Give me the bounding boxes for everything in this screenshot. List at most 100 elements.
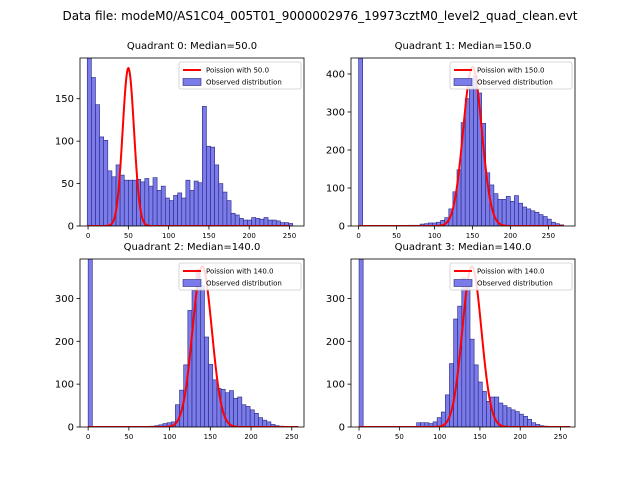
y-tick-label: 300: [55, 294, 74, 305]
histogram-bar: [263, 217, 269, 226]
histogram-bar: [144, 178, 150, 226]
legend: Poission with 140.0 Observed distribution: [449, 262, 573, 291]
histogram-bar: [222, 191, 228, 226]
histogram-bar: [197, 182, 203, 226]
y-tick-label: 100: [55, 137, 74, 148]
legend-bar-swatch: [182, 78, 202, 86]
histogram-bar: [156, 190, 162, 226]
histogram-bar: [526, 208, 532, 226]
histogram-bar: [542, 216, 548, 226]
y-tick-label: 200: [326, 337, 345, 348]
x-tick-label: 250: [542, 232, 555, 240]
histogram-bar: [132, 179, 137, 226]
histogram-bar: [510, 409, 516, 427]
y-tick-label: 0: [339, 222, 345, 233]
histogram-bar: [128, 179, 133, 226]
histogram-bar: [169, 200, 174, 226]
histogram-bar: [230, 212, 236, 226]
histogram-bar: [160, 185, 166, 226]
y-tick-label: 100: [326, 183, 345, 194]
histogram-bar: [238, 218, 244, 226]
axes-frame: [350, 57, 576, 227]
legend-box: [178, 262, 302, 291]
histogram-bar: [148, 185, 154, 226]
x-tick-label: 0: [86, 433, 90, 441]
histogram-bar: [103, 140, 109, 226]
axes-frame: [79, 57, 305, 227]
x-tick-label: 250: [283, 232, 296, 240]
histogram-bar: [206, 145, 211, 226]
x-tick-label: 50: [124, 232, 133, 240]
histogram-bar: [510, 200, 515, 226]
x-tick-label: 100: [163, 433, 176, 441]
histogram-bar: [251, 217, 257, 226]
y-tick-label: 300: [326, 294, 345, 305]
histogram-bar: [210, 146, 215, 226]
poisson-fit-line: [358, 66, 564, 226]
histogram-bar: [200, 285, 205, 427]
histogram-bar: [506, 407, 512, 427]
histogram-bar: [241, 404, 247, 427]
y-tick-label: 100: [326, 380, 345, 391]
histogram-bar: [204, 336, 209, 427]
histogram-bar: [469, 338, 475, 427]
histogram-bar: [534, 212, 540, 226]
histogram-bar: [538, 214, 544, 226]
histogram-bar: [202, 106, 207, 226]
histogram-bar: [237, 396, 243, 427]
histogram-bar: [119, 174, 125, 226]
x-tick-label: 200: [244, 433, 257, 441]
histogram-bar: [473, 75, 478, 226]
y-tick-label: 50: [61, 179, 74, 190]
histogram-bar: [254, 412, 259, 427]
histogram-bar: [95, 104, 100, 226]
x-tick-label: 0: [357, 433, 361, 441]
legend-label: Observed distribution: [477, 280, 553, 288]
histogram-bar: [255, 218, 261, 226]
legend-label: Observed distribution: [206, 280, 282, 288]
histogram-bar: [165, 197, 170, 226]
axes-frame: [350, 258, 576, 428]
histogram-bar: [181, 197, 187, 226]
histogram-bar: [514, 411, 520, 427]
histogram-bar: [193, 180, 199, 226]
x-tick-label: 0: [356, 232, 360, 240]
histogram-bar: [501, 199, 507, 226]
legend: Poission with 140.0 Observed distribution: [178, 262, 302, 291]
legend-label: Poission with 150.0: [477, 67, 545, 75]
histogram-bar: [523, 415, 528, 427]
histogram-bar: [91, 77, 96, 226]
legend-bar-swatch: [182, 279, 202, 287]
y-tick-label: 150: [55, 94, 74, 105]
y-tick-label: 0: [339, 423, 345, 434]
legend-box: [449, 262, 573, 291]
legend-bar-swatch: [453, 78, 473, 86]
histogram-bar: [245, 406, 251, 427]
legend-label: Observed distribution: [477, 79, 553, 87]
histogram-bar: [477, 381, 483, 427]
histogram-bar: [212, 379, 218, 427]
histogram-bar: [229, 390, 234, 427]
histogram-bar: [123, 179, 129, 226]
axes-frame: [79, 258, 305, 428]
figure-title: Data file: modeM0/AS1C04_005T01_90000029…: [62, 9, 577, 23]
histogram-bar: [152, 177, 158, 226]
quadrant-0-title: Quadrant 0: Median=50.0: [127, 41, 257, 52]
quadrant-0-panel: Quadrant 0: Median=50.0 0 50 100 150 200 250 0 5…: [55, 41, 305, 240]
histogram-bar: [218, 183, 224, 226]
quadrant-1-title: Quadrant 1: Median=150.0: [395, 41, 532, 52]
x-tick-label: 150: [204, 433, 217, 441]
quadrant-1-panel: Quadrant 1: Median=150.0 0 50 100 150 200 250 0…: [326, 41, 576, 240]
x-tick-label: 200: [514, 433, 527, 441]
y-tick-label: 300: [326, 107, 345, 118]
histogram-bar: [259, 218, 265, 226]
histogram-bar: [86, 58, 92, 226]
histogram-bar: [189, 190, 195, 226]
poisson-fit-line: [88, 66, 290, 226]
y-tick-label: 200: [326, 145, 345, 156]
x-tick-label: 50: [124, 433, 133, 441]
histogram-bar: [473, 364, 479, 427]
quadrant-2-title: Quadrant 2: Median=140.0: [124, 242, 261, 253]
x-tick-label: 100: [428, 232, 441, 240]
x-tick-label: 200: [243, 232, 256, 240]
